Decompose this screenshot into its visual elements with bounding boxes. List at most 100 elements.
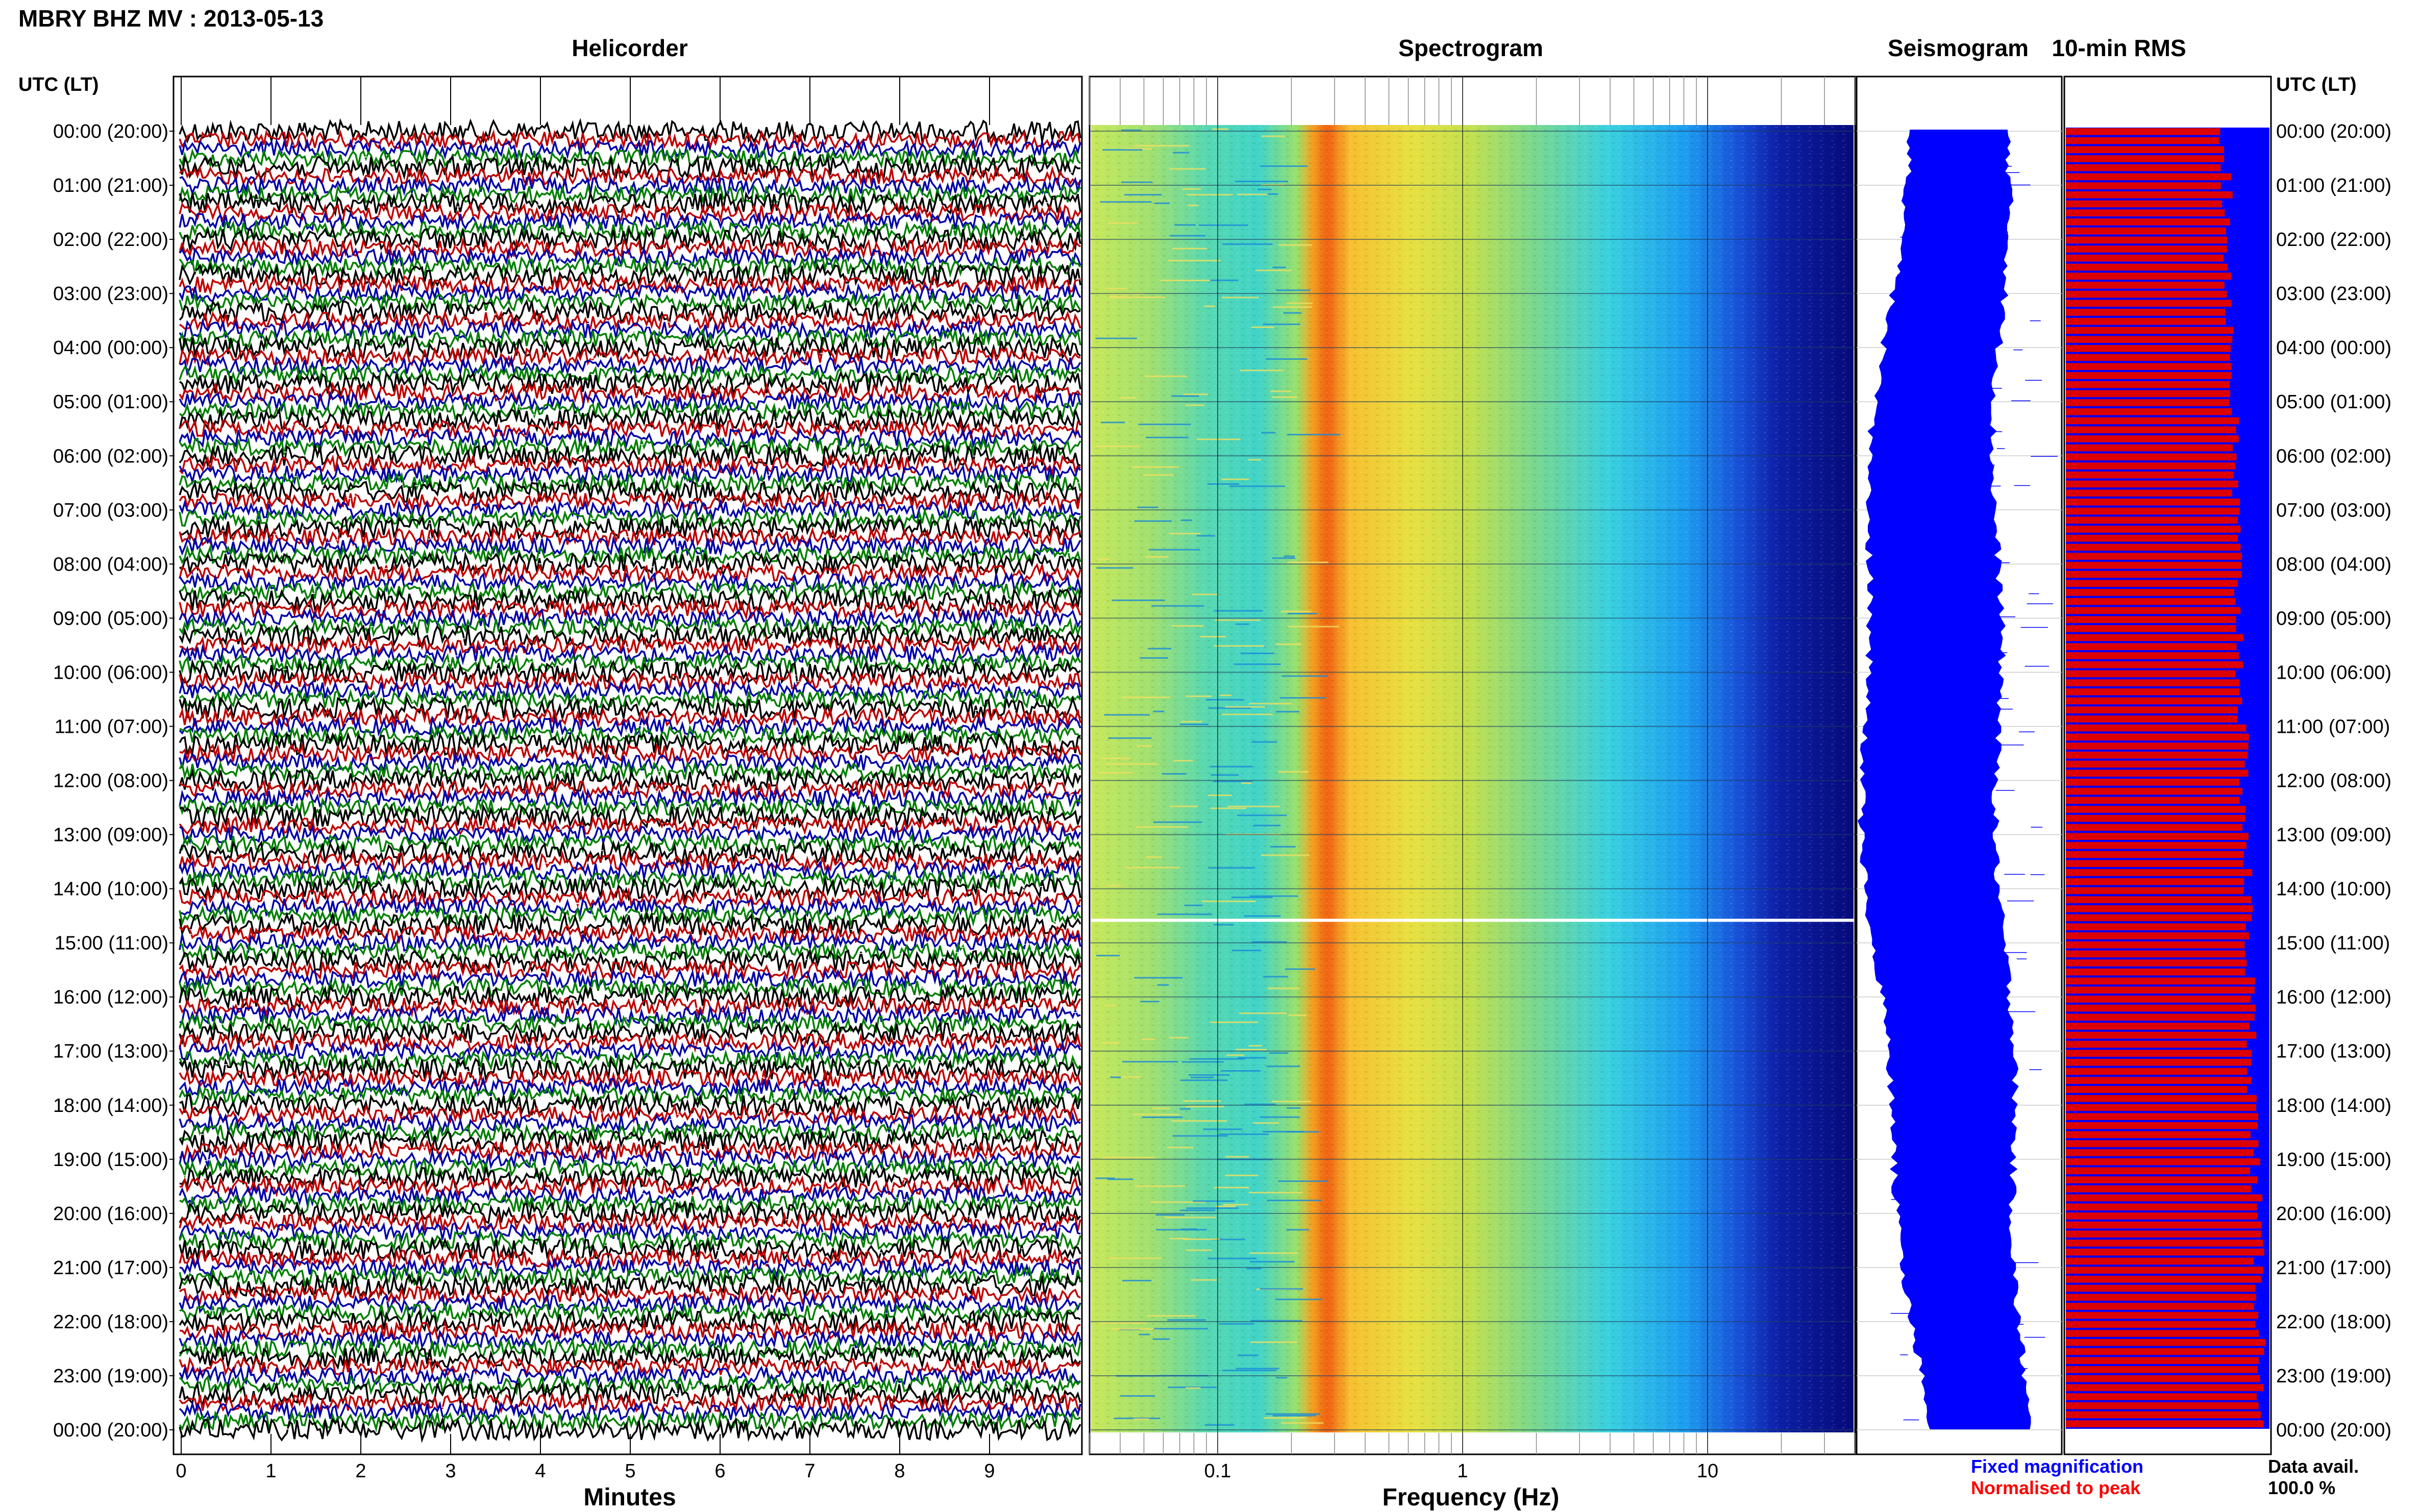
helicorder-speckle: [211, 1310, 215, 1311]
spectrogram-streak: [1253, 1122, 1279, 1124]
helicorder-speckle: [493, 313, 497, 315]
helicorder-speckle: [1045, 387, 1048, 389]
rms-normalised-bar: [2066, 209, 2225, 217]
rms-normalised-bar: [2066, 345, 2231, 352]
rms-normalised-bar: [2066, 480, 2238, 488]
spectrogram-streak: [1169, 1037, 1189, 1039]
spectrogram-streak: [1213, 924, 1234, 926]
spectrogram-streak: [1245, 1103, 1276, 1105]
rms-normalised-bar: [2066, 173, 2231, 181]
helicorder-trace: [179, 706, 1081, 729]
helicorder-speckle: [739, 423, 742, 425]
rms-normalised-bar: [2066, 770, 2249, 777]
helicorder-trace: [179, 273, 1081, 296]
helicorder-speckle: [964, 1147, 968, 1148]
helicorder-speckle: [669, 1070, 672, 1072]
helicorder-speckle: [508, 709, 512, 710]
helicorder-speckle: [534, 585, 537, 586]
helicorder-speckle: [934, 321, 938, 323]
rms-normalised-bar: [2066, 1221, 2262, 1229]
spectrogram-streak: [1250, 1320, 1302, 1322]
helicorder-speckle: [611, 498, 615, 500]
helicorder-trace: [179, 1328, 1081, 1351]
helicorder-speckle: [353, 143, 356, 145]
left-time-label: 00:00 (20:00): [53, 1420, 168, 1441]
helicorder-speckle: [262, 473, 265, 474]
helicorder-speckle: [358, 647, 362, 648]
helicorder-speckle: [323, 488, 326, 489]
helicorder-speckle: [807, 1248, 810, 1249]
helicorder-speckle: [359, 515, 363, 516]
rms-normalised-bar: [2066, 1013, 2255, 1021]
helicorder-speckle: [850, 929, 854, 930]
helicorder-speckle: [710, 1292, 714, 1293]
spectrogram-streak: [1096, 567, 1133, 569]
spectrogram-streak: [1207, 1257, 1257, 1259]
helicorder-speckle: [567, 915, 570, 917]
helicorder-speckle: [206, 1087, 209, 1089]
helicorder-speckle: [676, 546, 679, 547]
helicorder-speckle: [350, 255, 353, 256]
helicorder-speckle: [210, 587, 214, 588]
helicorder-speckle: [294, 476, 298, 477]
helicorder-trace: [179, 1380, 1081, 1407]
spectrogram-streak: [1193, 1200, 1235, 1202]
left-time-label: 04:00 (00:00): [53, 337, 168, 359]
helicorder-speckle: [726, 522, 729, 523]
helicorder-speckle: [594, 495, 598, 497]
helicorder-speckle: [663, 1422, 667, 1423]
helicorder-speckle: [653, 1003, 655, 1005]
helicorder-trace: [179, 345, 1081, 368]
helicorder-speckle: [701, 1344, 704, 1346]
helicorder-speckle: [309, 1037, 313, 1039]
helicorder-speckle: [933, 169, 936, 170]
right-time-label: 05:00 (01:00): [2276, 391, 2391, 413]
helicorder-speckle: [1014, 709, 1016, 711]
left-time-label: 01:00 (21:00): [53, 175, 168, 196]
helicorder-speckle: [326, 921, 329, 923]
left-time-label: 08:00 (04:00): [53, 554, 168, 575]
rms-normalised-bar: [2066, 146, 2224, 154]
helicorder-speckle: [219, 352, 222, 353]
helicorder-speckle: [997, 376, 1000, 377]
helicorder-speckle: [804, 1334, 807, 1336]
helicorder-speckle: [385, 1300, 388, 1302]
helicorder-speckle: [357, 925, 361, 927]
spectrogram-streak: [1268, 987, 1300, 989]
helicorder-speckle: [235, 1364, 238, 1365]
helicorder-speckle: [967, 1110, 969, 1111]
spectrogram-streak: [1276, 711, 1300, 713]
minutes-tick-label: 8: [894, 1460, 905, 1482]
helicorder-speckle: [610, 1154, 613, 1156]
helicorder-speckle: [647, 1187, 650, 1189]
helicorder-speckle: [696, 1232, 699, 1234]
helicorder-speckle: [1043, 1137, 1047, 1138]
helicorder-speckle: [1022, 1317, 1027, 1319]
helicorder-speckle: [486, 529, 489, 530]
helicorder-trace: [179, 489, 1081, 513]
helicorder-speckle: [539, 188, 542, 189]
helicorder-speckle: [765, 393, 770, 394]
helicorder-speckle: [620, 1159, 624, 1161]
helicorder-speckle: [1065, 390, 1067, 391]
helicorder-speckle: [422, 1147, 426, 1148]
helicorder-speckle: [472, 1007, 475, 1009]
spectrogram-streak: [1251, 741, 1277, 743]
helicorder-trace: [179, 1400, 1081, 1423]
helicorder-speckle: [567, 1342, 570, 1344]
helicorder-speckle: [708, 1406, 711, 1408]
rms-normalised-bar: [2066, 1167, 2251, 1175]
spectrogram-streak: [1225, 706, 1265, 708]
helicorder-speckle: [518, 406, 523, 408]
helicorder-speckle: [657, 1221, 660, 1222]
helicorder-speckle: [679, 220, 683, 221]
helicorder-speckle: [1041, 650, 1043, 651]
helicorder-speckle: [615, 552, 618, 553]
frequency-tick-label: 0.1: [1204, 1460, 1231, 1482]
helicorder-speckle: [452, 999, 455, 1000]
helicorder-speckle: [219, 1023, 224, 1025]
helicorder-speckle: [608, 385, 611, 386]
helicorder-speckle: [1046, 245, 1049, 247]
helicorder-speckle: [809, 1420, 812, 1422]
helicorder-speckle: [960, 947, 964, 948]
